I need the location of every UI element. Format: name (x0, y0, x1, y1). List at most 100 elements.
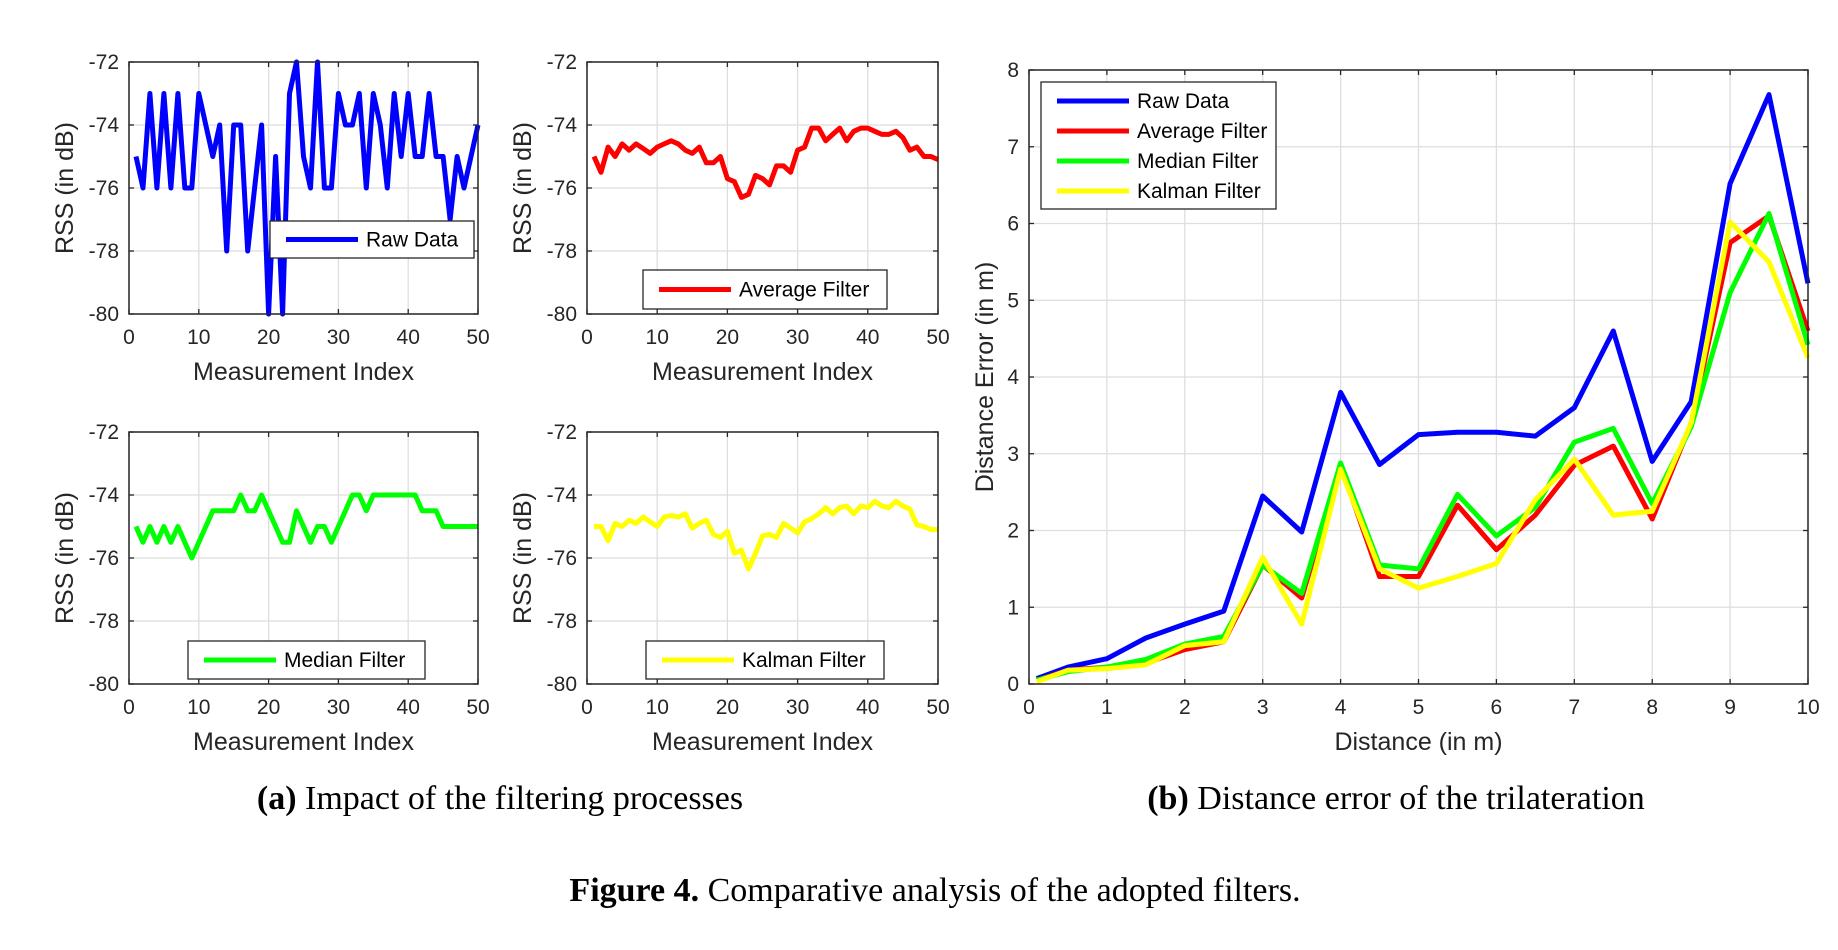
y-tick-label: -78 (89, 610, 119, 633)
x-tick-label: 20 (257, 326, 280, 349)
y-tick-label: 6 (1007, 213, 1019, 236)
x-tick-label: 0 (1023, 696, 1035, 719)
y-tick-label: -72 (89, 421, 119, 444)
series-line-median-filter (1036, 211, 1811, 683)
series-line-raw-data (1035, 92, 1811, 681)
figure-caption: Figure 4. Comparative analysis of the ad… (569, 872, 1300, 910)
figure-caption-text: Comparative analysis of the adopted filt… (699, 872, 1301, 909)
x-tick-label: 50 (466, 696, 489, 719)
x-tick-label: 20 (257, 696, 280, 719)
y-axis-label: RSS (in dB) (509, 122, 537, 254)
y-tick-label: 8 (1007, 59, 1019, 82)
series-line-median-filter (133, 492, 478, 561)
legend-entry: Kalman Filter (1137, 180, 1261, 203)
x-tick-label: 10 (187, 696, 210, 719)
x-tick-label: 30 (327, 696, 350, 719)
y-tick-label: 7 (1007, 136, 1019, 159)
y-tick-label: -76 (547, 547, 577, 570)
series-line-average-filter (591, 125, 940, 200)
x-tick-label: 40 (397, 326, 420, 349)
x-tick-label: 0 (581, 326, 593, 349)
plot-frame (128, 431, 479, 685)
y-tick-label: -78 (547, 240, 577, 263)
x-tick-label: 40 (397, 696, 420, 719)
x-tick-label: 3 (1257, 696, 1269, 719)
caption-b: (b) Distance error of the trilateration (1147, 780, 1645, 818)
legend-entry: Median Filter (1137, 150, 1258, 173)
x-tick-label: 1 (1101, 696, 1113, 719)
y-tick-label: -74 (89, 114, 120, 137)
y-tick-label: -80 (547, 303, 577, 326)
x-axis-label: Measurement Index (652, 728, 873, 756)
x-tick-label: 40 (856, 326, 879, 349)
chart-panel-0: 0 10 20 30 40 50 -72 -74 -76 -78 -80 Measurement In… (51, 51, 490, 386)
y-tick-label: -74 (89, 484, 120, 507)
x-tick-label: 20 (716, 326, 739, 349)
y-tick-label: 3 (1007, 443, 1019, 466)
legend-entry: Median Filter (284, 649, 405, 672)
y-tick-label: 1 (1007, 596, 1019, 619)
x-tick-label: 10 (187, 326, 210, 349)
y-axis-label: Distance Error (in m) (971, 262, 999, 493)
x-tick-label: 0 (123, 326, 135, 349)
x-tick-label: 5 (1413, 696, 1425, 719)
y-tick-label: 0 (1007, 673, 1019, 696)
x-tick-label: 50 (926, 696, 949, 719)
legend: Median Filter (187, 640, 426, 680)
caption-a-text: Impact of the filtering processes (296, 780, 744, 817)
x-tick-label: 0 (581, 696, 593, 719)
plot-frame (128, 61, 479, 315)
series-line-average-filter (1036, 213, 1811, 683)
x-tick-label: 40 (856, 696, 879, 719)
legend-entry: Raw Data (1137, 90, 1230, 113)
x-tick-label: 7 (1568, 696, 1580, 719)
series-line-raw-data (133, 59, 481, 317)
legend: Raw Data (269, 220, 475, 259)
x-axis-label: Measurement Index (193, 728, 414, 756)
legend-entry: Average Filter (739, 279, 869, 302)
y-tick-label: -80 (547, 673, 577, 696)
legend-entry: Kalman Filter (742, 649, 866, 672)
caption-b-text: Distance error of the trilateration (1188, 780, 1645, 817)
x-tick-label: 8 (1646, 696, 1658, 719)
x-axis-label: Measurement Index (193, 358, 414, 386)
y-tick-label: -78 (547, 610, 577, 633)
legend-entry: Raw Data (366, 229, 459, 252)
legend: Average Filter (642, 269, 888, 310)
figure-label: Figure 4. (569, 872, 700, 909)
plot-frame (586, 431, 939, 685)
y-tick-label: 5 (1007, 289, 1019, 312)
x-tick-label: 10 (646, 696, 669, 719)
y-tick-label: 2 (1007, 520, 1019, 543)
x-tick-label: 50 (466, 326, 489, 349)
x-tick-label: 20 (716, 696, 739, 719)
y-tick-label: -76 (547, 177, 577, 200)
y-tick-label: -80 (89, 673, 119, 696)
y-axis-label: RSS (in dB) (51, 122, 79, 254)
y-tick-label: -76 (89, 547, 119, 570)
plot-frame (1028, 69, 1809, 685)
x-tick-label: 30 (786, 696, 809, 719)
y-tick-label: -74 (547, 114, 578, 137)
x-tick-label: 2 (1179, 696, 1191, 719)
y-tick-label: -72 (89, 51, 119, 74)
legend-entry: Average Filter (1137, 120, 1267, 143)
x-tick-label: 10 (646, 326, 669, 349)
x-tick-label: 0 (123, 696, 135, 719)
y-axis-label: RSS (in dB) (51, 492, 79, 624)
legend: Raw Data Average Filter Median Filter Kalma… (1040, 81, 1277, 210)
legend: Kalman Filter (645, 640, 885, 680)
y-tick-label: -76 (89, 177, 119, 200)
series-line-kalman-filter (1035, 219, 1811, 685)
x-tick-label: 30 (786, 326, 809, 349)
x-axis-label: Distance (in m) (1334, 728, 1502, 756)
x-tick-label: 9 (1724, 696, 1736, 719)
y-tick-label: 4 (1007, 366, 1019, 389)
y-tick-label: -72 (547, 421, 577, 444)
chart-panel-3: 0 10 20 30 40 50 -72 -74 -76 -78 -80 Measurement In… (509, 421, 950, 756)
x-tick-label: 50 (926, 326, 949, 349)
caption-a-label: (a) (256, 780, 297, 817)
chart-panel-1: 0 10 20 30 40 50 -72 -74 -76 -78 -80 Measurement In… (509, 51, 950, 386)
